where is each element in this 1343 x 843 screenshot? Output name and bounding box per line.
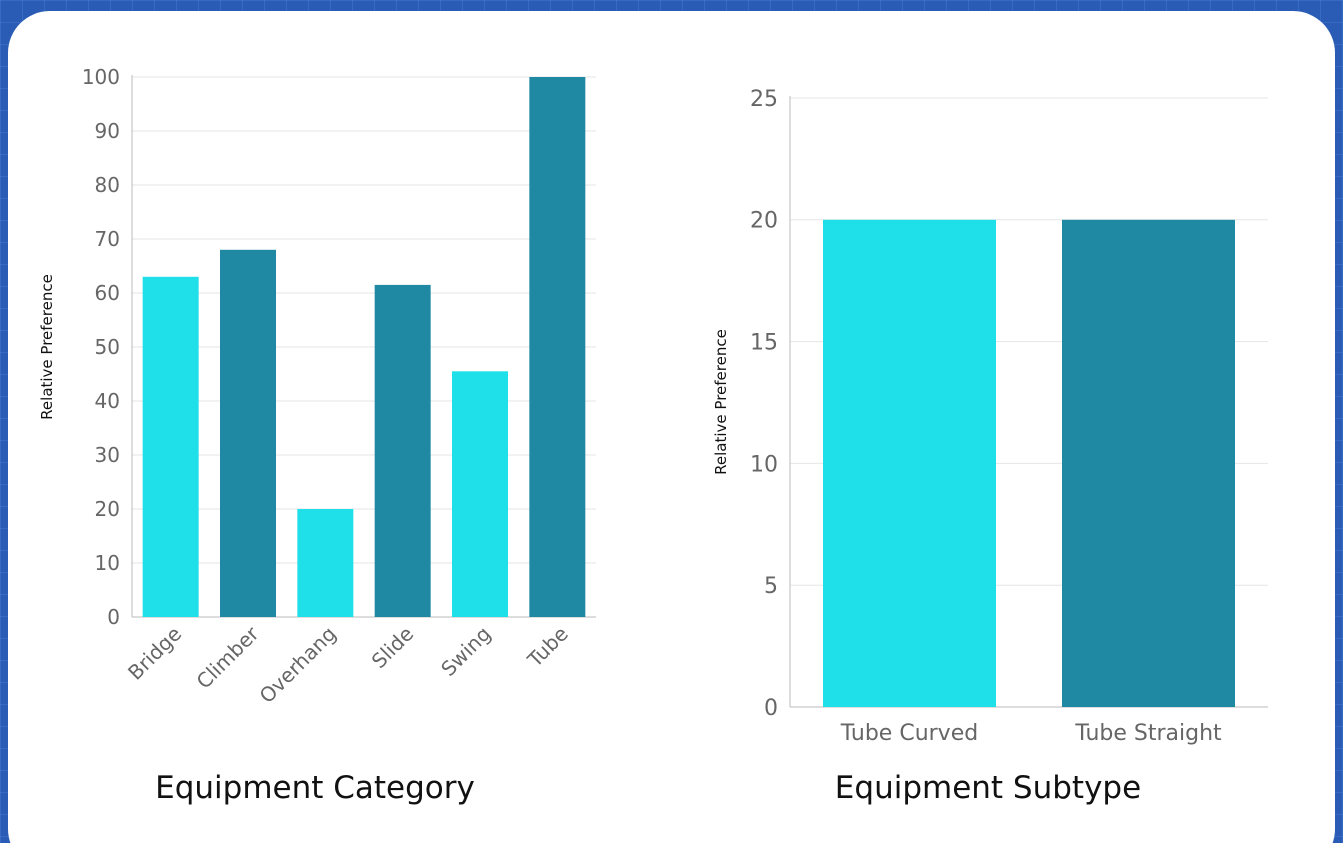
category-bar-climber: [220, 249, 276, 618]
category-xtick-label: Climber: [192, 621, 265, 694]
category-bar-slide: [374, 284, 431, 617]
subtype-chart-xlabel: Equipment Subtype: [834, 770, 1142, 806]
category-ylabel: Relative Preference: [38, 274, 56, 420]
subtype-ytick-label: 15: [750, 331, 778, 356]
category-xtick-label: Swing: [436, 622, 495, 681]
subtype-bar-tube-straight: [1062, 219, 1235, 708]
category-ytick-label: 90: [95, 119, 120, 143]
category-ytick-label: 100: [82, 65, 120, 89]
category-ytick-label: 20: [95, 497, 120, 521]
category-ytick-label: 50: [95, 335, 120, 359]
subtype-ytick-label: 10: [750, 452, 778, 477]
subtype-ylabel: Relative Preference: [712, 329, 730, 475]
category-ytick-label: 80: [95, 173, 120, 197]
subtype-ytick-label: 20: [750, 209, 778, 234]
category-xtick-label: Slide: [367, 622, 418, 673]
category-ytick-label: 0: [107, 605, 120, 629]
category-ytick-label: 60: [95, 281, 120, 305]
category-xtick-label: Bridge: [123, 622, 186, 685]
subtype-ytick-label: 0: [764, 696, 778, 721]
category-xtick-label: Overhang: [255, 622, 341, 708]
subtype-ytick-label: 5: [764, 574, 778, 599]
category-bar-swing: [452, 371, 508, 617]
category-bar-bridge: [142, 276, 199, 617]
category-bar-overhang: [297, 509, 354, 617]
category-ytick-label: 30: [95, 443, 120, 467]
subtype-xtick-label: Tube Straight: [1074, 721, 1222, 746]
category-ytick-label: 10: [95, 551, 120, 575]
subtype-ytick-label: 25: [750, 87, 778, 112]
category-bar-tube: [529, 77, 586, 617]
category-chart-xlabel: Equipment Category: [155, 770, 475, 806]
category-xtick-label: Tube: [522, 622, 573, 673]
subtype-xtick-label: Tube Curved: [840, 721, 978, 746]
category-ytick-label: 40: [95, 389, 120, 413]
subtype-bar-tube-curved: [823, 219, 996, 708]
category-ytick-label: 70: [95, 227, 120, 251]
